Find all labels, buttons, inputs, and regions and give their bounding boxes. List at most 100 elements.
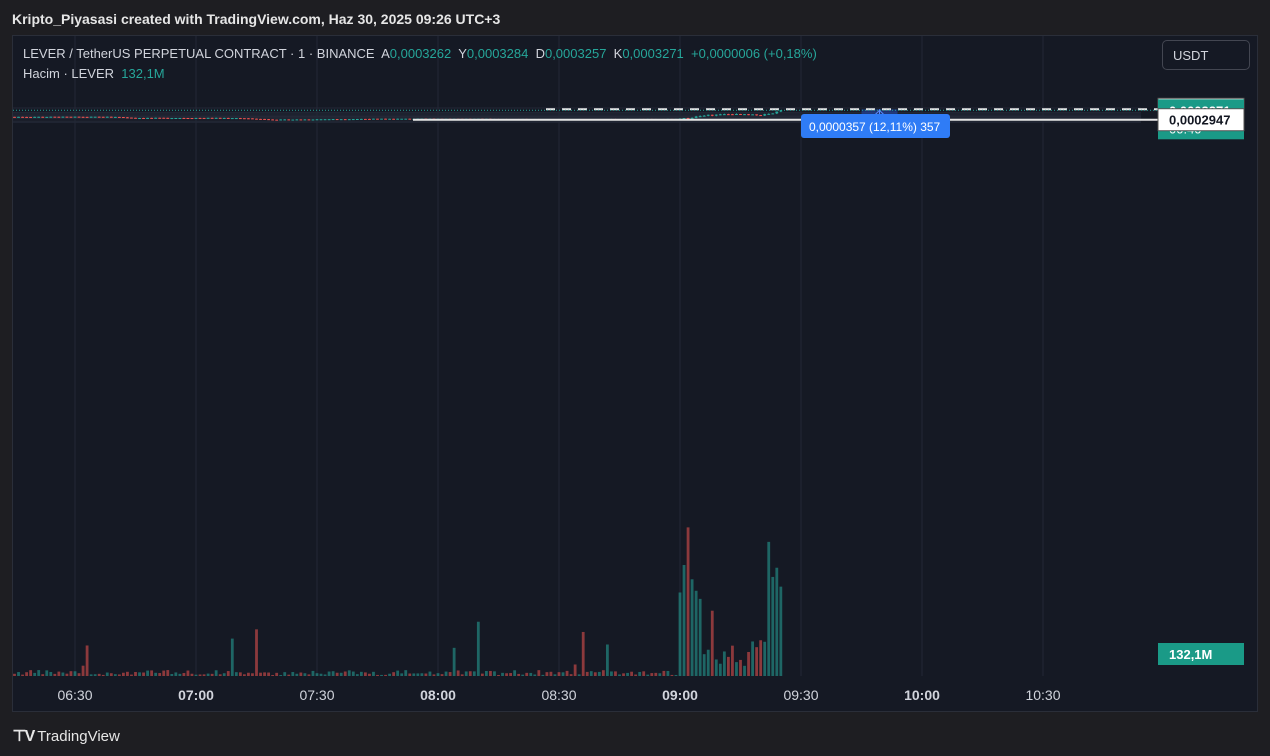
volume-bar: [400, 673, 404, 676]
candle-body: [775, 111, 779, 114]
tradingview-brand[interactable]: ⊤V TradingView: [12, 726, 120, 746]
volume-bar: [230, 638, 234, 676]
volume-bar: [73, 671, 77, 676]
volume-bar: [549, 671, 553, 676]
volume-bar: [295, 673, 299, 676]
candle-body: [158, 117, 162, 119]
volume-bar: [162, 670, 166, 676]
volume-bar: [388, 673, 391, 676]
volume-bar: [343, 671, 347, 676]
volume-bar: [698, 598, 702, 676]
candle-body: [303, 119, 307, 121]
candle-body: [404, 118, 408, 120]
measure-arrow-head: [874, 109, 885, 116]
time-axis-label: 08:30: [541, 687, 576, 703]
volume-bar: [234, 672, 238, 676]
low-price-tag-box: [1157, 108, 1245, 132]
volume-bar: [13, 673, 16, 676]
volume-bar: [682, 565, 686, 676]
volume-bar: [287, 674, 291, 676]
brand-label: TradingView: [37, 727, 120, 745]
candle-body: [702, 115, 706, 117]
candle-body: [311, 119, 315, 121]
time-axis-label: 07:30: [299, 687, 334, 703]
volume-bar: [706, 649, 710, 676]
volume-bar: [416, 673, 420, 676]
candle-body: [190, 118, 194, 120]
candle-body: [727, 114, 730, 116]
candle-body: [166, 117, 170, 119]
candle-body: [376, 118, 379, 120]
volume-bar: [247, 672, 250, 676]
candle-body: [690, 117, 694, 119]
candle-body: [698, 116, 702, 118]
volume-bar: [468, 671, 472, 676]
currency-button[interactable]: USDT: [1162, 40, 1250, 70]
volume-bar: [130, 674, 133, 676]
volume-bar: [593, 672, 597, 676]
volume-bar: [392, 672, 396, 676]
candle-body: [335, 119, 339, 121]
open-value: 0,0003262: [389, 46, 452, 61]
footer: ⊤V TradingView: [0, 712, 1270, 756]
volume-bar: [105, 672, 109, 676]
volume-bar: [384, 674, 387, 676]
volume-bar: [545, 672, 549, 676]
volume-bar: [731, 645, 734, 676]
candle-body: [275, 119, 279, 121]
volume-bar: [722, 651, 726, 676]
volume-bar: [299, 672, 303, 676]
candle-body: [146, 117, 149, 119]
volume-bar: [113, 674, 117, 676]
volume-bar: [61, 672, 65, 676]
volume-bar: [521, 674, 525, 676]
price-chart[interactable]: 0,0000357 (12,11%) 3570,00033500,0003200…: [13, 36, 1258, 712]
candle-body: [243, 118, 246, 120]
volume-bar: [89, 674, 93, 676]
volume-bar: [618, 674, 621, 676]
candle-body: [89, 116, 93, 118]
volume-bar: [271, 674, 275, 676]
volume-bar: [452, 647, 456, 676]
volume-bar: [565, 670, 569, 676]
volume-bar: [41, 674, 45, 676]
volume-bar: [49, 671, 53, 676]
volume-bar: [364, 672, 367, 676]
candle-body: [226, 117, 230, 119]
volume-bar: [259, 672, 262, 676]
candle-body: [682, 118, 686, 120]
volume-bar: [404, 670, 408, 676]
volume-bar: [57, 671, 61, 676]
open-label: A: [381, 46, 390, 61]
candle-body: [759, 115, 763, 117]
chart-area[interactable]: 0,0000357 (12,11%) 3570,00033500,0003200…: [12, 35, 1258, 712]
volume-label[interactable]: Hacim · LEVER: [23, 66, 115, 81]
volume-bar: [670, 674, 674, 676]
candle-body: [69, 116, 73, 118]
time-axis-label: 10:30: [1025, 687, 1060, 703]
time-axis-label: 07:00: [178, 687, 214, 703]
candle-body: [186, 117, 190, 119]
candle-body: [230, 118, 234, 120]
candle-body: [53, 116, 57, 118]
volume-bar: [501, 672, 504, 676]
volume-bar: [186, 670, 190, 676]
candle-body: [255, 118, 258, 120]
volume-bar: [690, 579, 694, 676]
volume-bar: [428, 671, 432, 676]
volume-bar: [460, 674, 464, 676]
volume-bar: [581, 631, 585, 676]
volume-bar: [751, 641, 754, 676]
volume-bar: [779, 586, 783, 676]
volume-bar: [694, 590, 698, 676]
candle-body: [45, 116, 49, 118]
candle-body: [710, 114, 714, 116]
volume-bar: [622, 673, 625, 676]
candle-body: [174, 117, 178, 119]
volume-bar: [440, 674, 444, 676]
candle-body: [323, 119, 327, 121]
symbol-title[interactable]: LEVER / TetherUS PERPETUAL CONTRACT · 1 …: [23, 46, 375, 61]
volume-bar: [210, 673, 214, 676]
time-axis-label: 06:30: [57, 687, 92, 703]
candle-body: [162, 117, 166, 119]
